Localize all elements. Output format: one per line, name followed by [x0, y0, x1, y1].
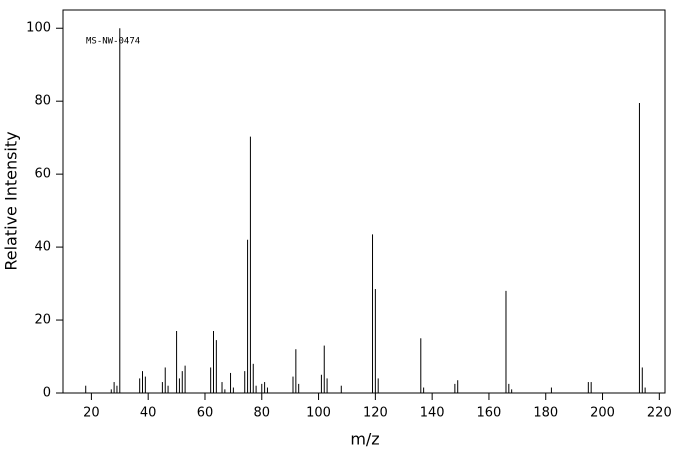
x-axis-label: m/z	[350, 430, 379, 449]
y-tick-label: 100	[26, 21, 51, 36]
y-tick-label: 0	[43, 386, 51, 401]
x-tick-label: 20	[83, 406, 100, 421]
x-tick-label: 120	[363, 406, 388, 421]
x-tick-label: 140	[420, 406, 445, 421]
x-tick-label: 80	[254, 406, 271, 421]
y-tick-label: 80	[34, 94, 51, 109]
plot-frame	[62, 9, 666, 394]
y-axis-label: Relative Intensity	[2, 131, 21, 270]
x-tick-label: 200	[590, 406, 615, 421]
x-tick-label: 40	[140, 406, 157, 421]
x-tick-label: 160	[477, 406, 502, 421]
x-tick-label: 100	[306, 406, 331, 421]
annotation: MS-NW-0474	[86, 37, 140, 47]
x-tick-label: 180	[533, 406, 558, 421]
y-tick-label: 20	[34, 313, 51, 328]
x-tick-label: 220	[647, 406, 672, 421]
x-tick-label: 60	[197, 406, 214, 421]
y-tick-label: 40	[34, 240, 51, 255]
y-tick-label: 60	[34, 167, 51, 182]
